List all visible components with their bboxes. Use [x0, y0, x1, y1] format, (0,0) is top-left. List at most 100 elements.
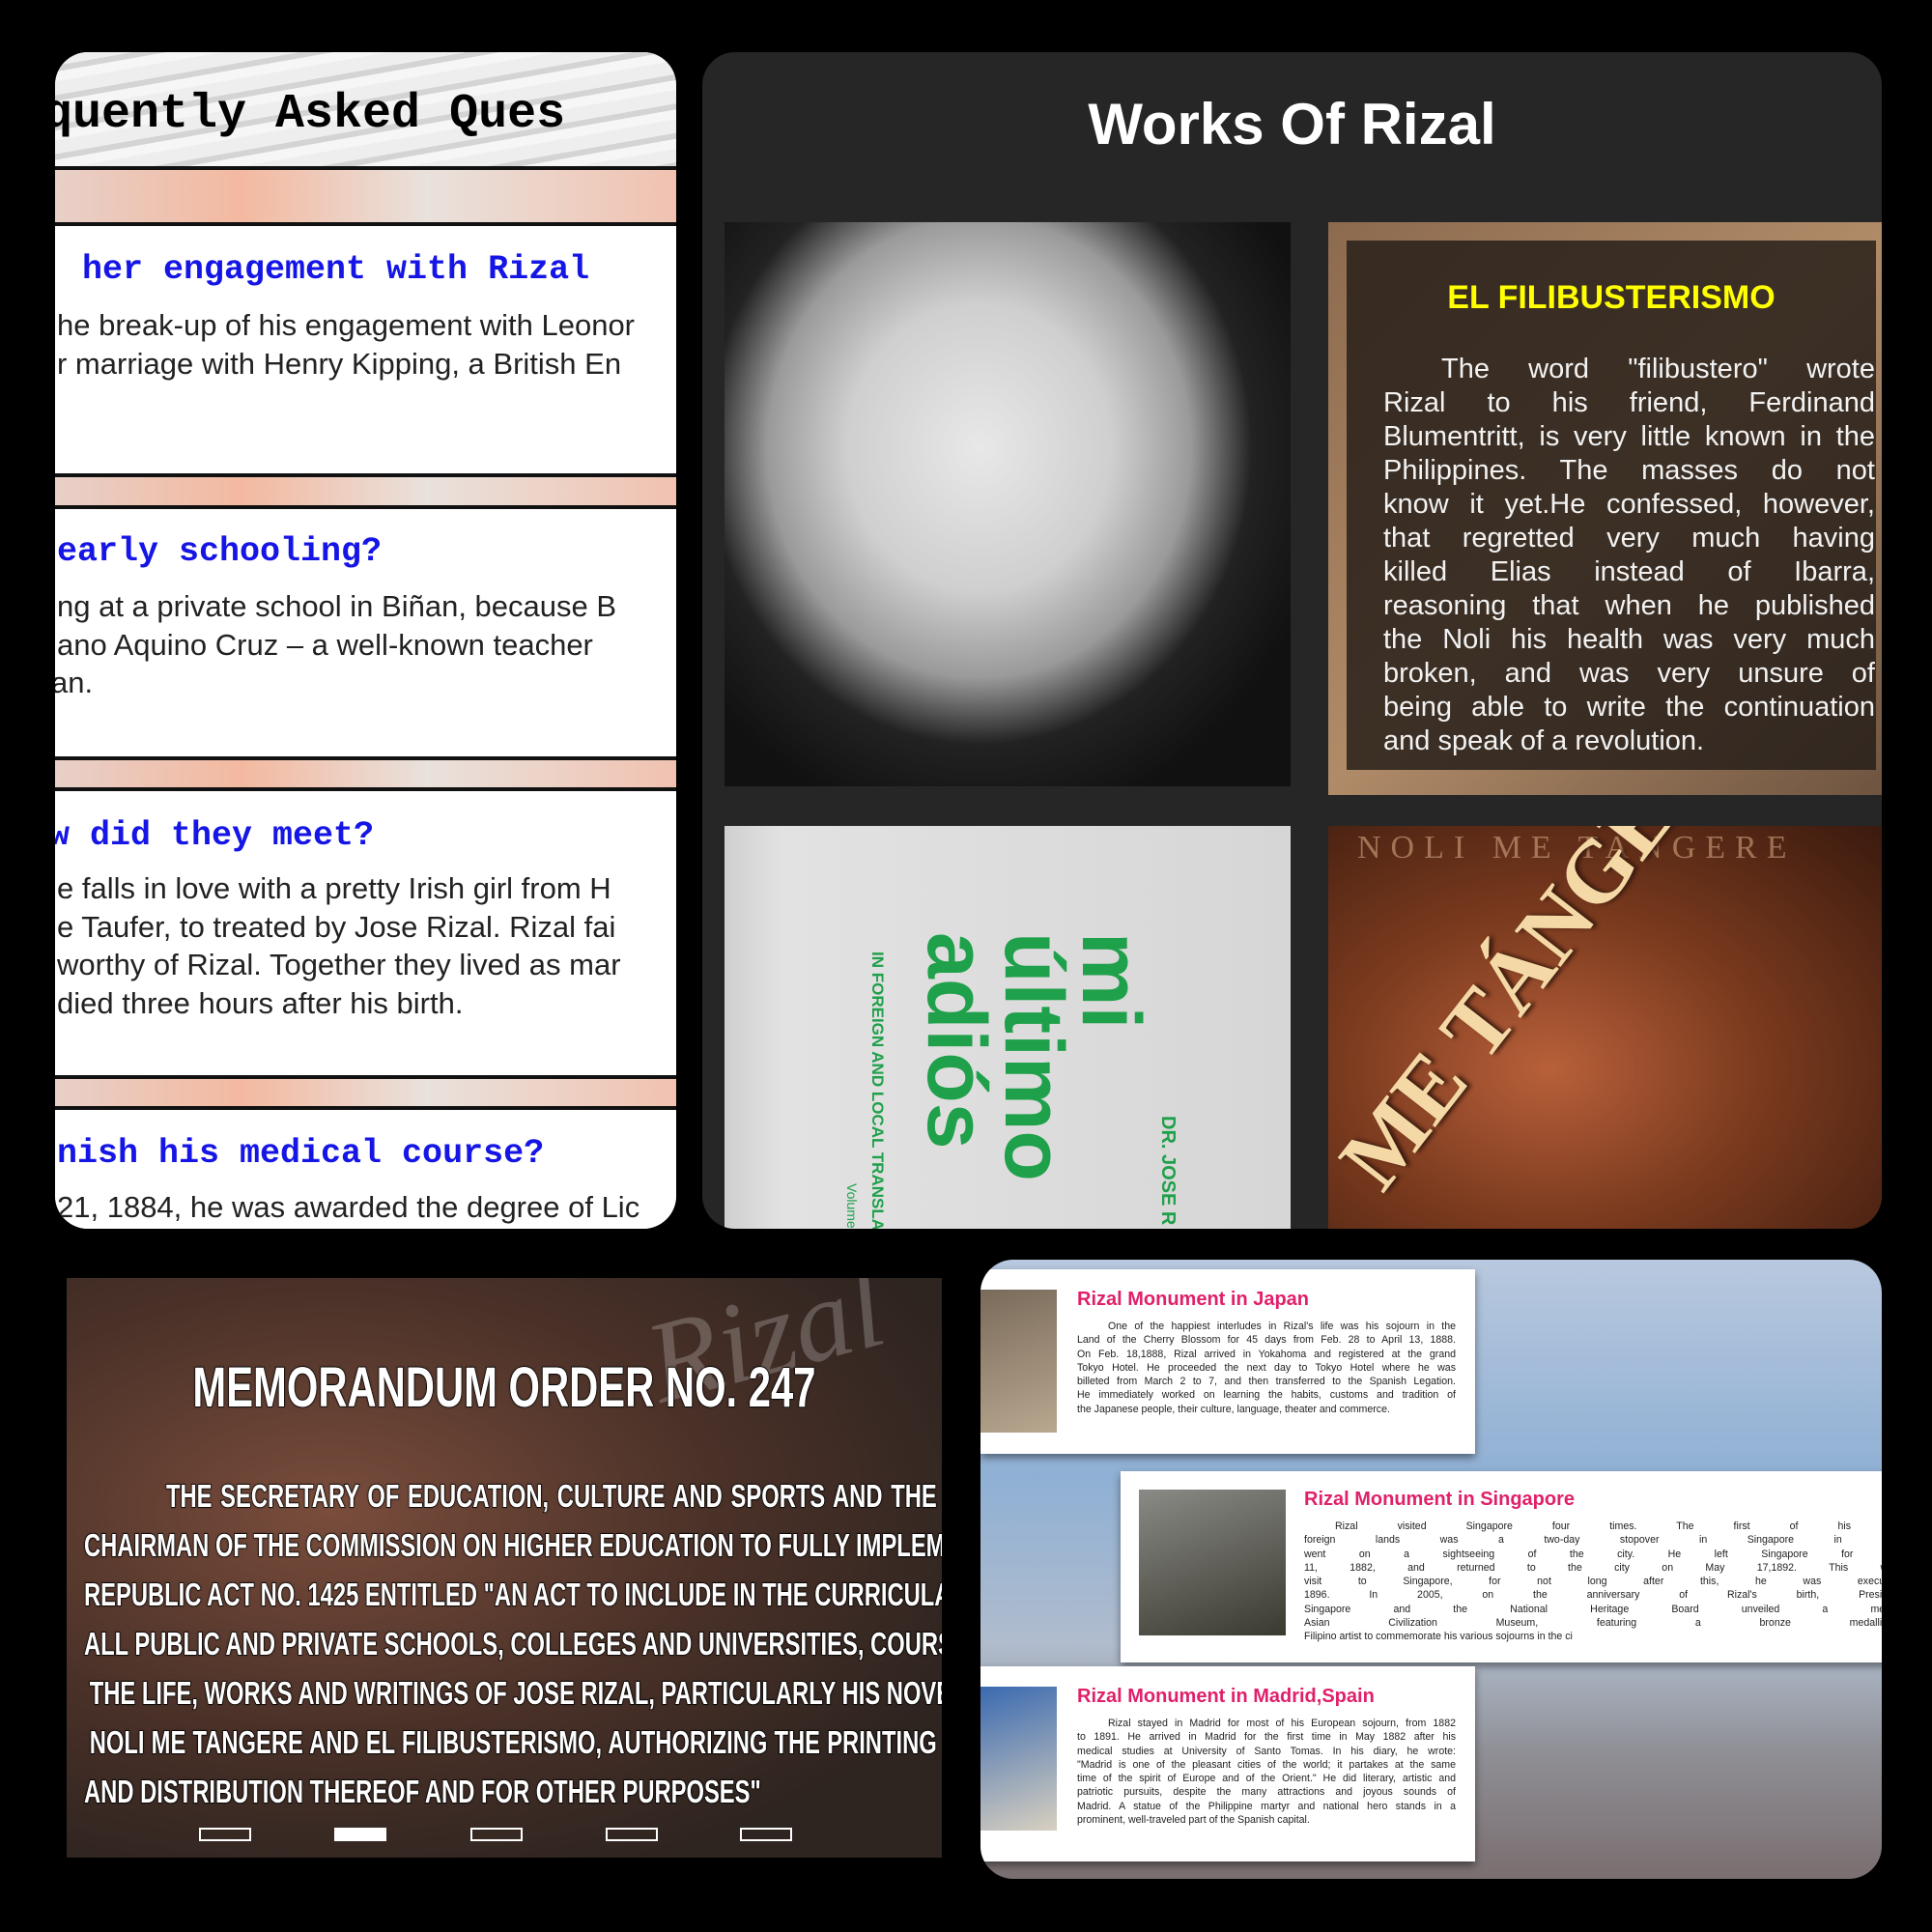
slide-indicator[interactable] — [606, 1828, 658, 1841]
text-line: On Feb. 18,1888, Rizal arrived in Yokaho… — [1077, 1348, 1456, 1360]
text-line: Asian Civilization Museum, featuring a b… — [1304, 1617, 1882, 1630]
cover-title: mi último adiós — [910, 932, 1157, 1181]
text-line: and speak of a revolution. — [1383, 725, 1705, 756]
text-line: broken, and was very unsure of — [1383, 658, 1875, 689]
text-line: killed Elias instead of Ibarra, — [1383, 556, 1875, 587]
text-line: Filipino artist to commemorate his vario… — [1304, 1631, 1573, 1643]
text-line: visit to Singapore, for not long after t… — [1304, 1576, 1882, 1588]
book-cover: NOLI ME TANGERE ME TÁNGERE — [1328, 826, 1882, 1229]
faq-answer-line: worthy of Rizal. Together they lived as … — [57, 948, 621, 981]
slide-indicator[interactable] — [199, 1828, 251, 1841]
memo-line: ALL PUBLIC AND PRIVATE SCHOOLS, COLLEGES… — [83, 1625, 942, 1662]
text-line: The word "filibustero" wrote — [1441, 354, 1875, 384]
text-line: to 1891. He arrived in Madrid for the fi… — [1077, 1731, 1456, 1744]
text-line: Singapore and the National Heritage Boar… — [1304, 1603, 1882, 1615]
faq-card: w did they meet? e falls in love with a p… — [55, 787, 676, 1079]
text-line: medical studies at University of Santo T… — [1077, 1745, 1456, 1757]
text-line: Rizal stayed in Madrid for most of his E… — [1108, 1718, 1456, 1729]
works-title: Works Of Rizal — [1088, 92, 1496, 156]
monument-image — [980, 1290, 1057, 1433]
text-line: the Noli his health was very much — [1383, 624, 1875, 655]
text-line: the Japanese people, their culture, lang… — [1077, 1403, 1390, 1415]
faq-answer-line: ano Aquino Cruz – a well-known teacher — [57, 627, 593, 662]
faq-question: her engagement with Rizal — [82, 250, 590, 289]
text-line: One of the happiest interludes in Rizal'… — [1108, 1321, 1456, 1332]
book-cover: mi último adiós IN FOREIGN AND LOCAL TRANS… — [724, 826, 1291, 1229]
faq-answer-line: an. — [55, 666, 94, 699]
text-line: prominent, well-traveled part of the Spa… — [1077, 1814, 1310, 1827]
faq-question: w did they meet? — [55, 816, 375, 855]
cover-author: DR. JOSE R — [1157, 1116, 1179, 1226]
monument-title: Rizal Monument in Japan — [1077, 1289, 1310, 1310]
memo-line: AND DISTRIBUTION THEREOF AND FOR OTHER P… — [83, 1773, 761, 1810]
text-line: 1896. In 2005, on the anniversary of Riz… — [1304, 1589, 1882, 1602]
text-line: Tokyo Hotel. He proceeded the next day t… — [1077, 1361, 1456, 1374]
slide-indicator[interactable] — [470, 1828, 523, 1841]
slide-indicator[interactable] — [740, 1828, 792, 1841]
text-line: billeted from March 2 to 7, and then tra… — [1077, 1376, 1456, 1388]
title-wrap: MEMORANDUM ORDER NO. 247 — [67, 1355, 942, 1420]
text-line: went on a sightseeing of the city. He le… — [1304, 1548, 1882, 1560]
card-body: The word "filibustero" wrote Rizal to his… — [1383, 353, 1875, 758]
text-line: foreign lands was a two-day stopover in … — [1304, 1534, 1882, 1547]
faq-answer-line: died three hours after his birth. — [57, 985, 464, 1020]
monument-card: Rizal Monument in Singapore Rizal visited… — [1121, 1471, 1882, 1662]
painting-image — [724, 222, 1291, 786]
memo-line: THE LIFE, WORKS AND WRITINGS OF JOSE RIZ… — [89, 1674, 942, 1712]
faq-panel: quently Asked Ques her engagement with R… — [55, 52, 676, 1229]
memo-line: THE SECRETARY OF EDUCATION, CULTURE AND … — [165, 1477, 937, 1515]
monument-image — [980, 1687, 1057, 1831]
memo-line: NOLI ME TANGERE AND EL FILIBUSTERISMO, A… — [89, 1723, 937, 1761]
text-line: know it yet.He confessed, however, — [1383, 489, 1875, 520]
faq-answer-line: 21, 1884, he was awarded the degree of L… — [57, 1190, 640, 1224]
text-line: being able to write the continuation — [1383, 692, 1875, 723]
text-line: "Madrid is one of the pleasant cities of… — [1077, 1758, 1456, 1771]
faq-header: quently Asked Ques — [55, 52, 676, 170]
el-filibusterismo-card: EL FILIBUSTERISMO The word "filibustero"… — [1328, 222, 1882, 795]
text-line: Rizal visited Singapore four times. The … — [1335, 1520, 1882, 1532]
text-line: reasoning that when he published — [1383, 590, 1875, 621]
text-line: patriotic pursuits, despite the many att… — [1077, 1786, 1456, 1799]
faq-answer-line: ng at a private school in Biñan, because… — [57, 589, 617, 623]
monument-image — [1139, 1490, 1286, 1635]
monument-card: Rizal Monument in Japan One of the happie… — [980, 1269, 1475, 1454]
faq-card: her engagement with Rizal he break-up of … — [55, 222, 676, 477]
faq-card: early schooling? ng at a private school i… — [55, 505, 676, 760]
faq-answer-line: e falls in love with a pretty Irish girl… — [57, 871, 611, 905]
faq-question: nish his medical course? — [57, 1134, 545, 1173]
memo-title: MEMORANDUM ORDER NO. 247 — [192, 1355, 816, 1420]
faq-answer-line: he break-up of his engagement with Leono… — [57, 308, 636, 342]
cover-header: NOLI ME TANGERE — [1357, 830, 1797, 866]
memo-body: THE SECRETARY OF EDUCATION, CULTURE AND … — [83, 1471, 942, 1816]
cover-title: ME TÁNGERE — [1328, 826, 1770, 1208]
cover-title-line: adiós — [910, 932, 1003, 1150]
works-panel: Works Of Rizal EL FILIBUSTERISMO The wor… — [702, 52, 1882, 1229]
text-line: time of the spirit of Europe and of the … — [1077, 1773, 1456, 1785]
monument-body: One of the happiest interludes in Rizal'… — [1077, 1320, 1456, 1416]
text-line: Rizal to his friend, Ferdinand — [1383, 387, 1875, 418]
faq-card: nish his medical course? 21, 1884, he was… — [55, 1106, 676, 1229]
text-line: 11, 1882, and returned to the city on Ma… — [1304, 1561, 1882, 1574]
text-line: Blumentritt, is very little known in the — [1383, 421, 1875, 452]
text-line: Madrid. A statue of the Philippine marty… — [1077, 1800, 1456, 1812]
monument-body: Rizal visited Singapore four times. The … — [1304, 1520, 1882, 1644]
text-box: EL FILIBUSTERISMO The word "filibustero"… — [1347, 241, 1876, 770]
monument-title: Rizal Monument in Madrid,Spain — [1077, 1686, 1375, 1707]
monument-title: Rizal Monument in Singapore — [1304, 1489, 1576, 1510]
cover-title-line: último — [987, 932, 1080, 1181]
cover-volume: Volume II — [844, 1183, 860, 1229]
faq-answer-line: e Taufer, to treated by Jose Rizal. Riza… — [57, 909, 616, 944]
cover-title-line: mi — [1065, 932, 1157, 1030]
slide-indicator-active[interactable] — [334, 1828, 386, 1841]
faq-answer-line: r marriage with Henry Kipping, a British… — [57, 346, 622, 381]
cover-text: mi último adiós — [910, 932, 1157, 1181]
text-line: Land of the Cherry Blossom for 45 days f… — [1077, 1334, 1456, 1347]
text-line: Philippines. The masses do not — [1383, 455, 1875, 486]
card-title: EL FILIBUSTERISMO — [1447, 279, 1776, 316]
cover-subtitle: IN FOREIGN AND LOCAL TRANSLATI — [868, 952, 887, 1229]
text-line: He immediately worked on learning the ha… — [1077, 1389, 1456, 1402]
monuments-panel: Rizal Monument in Japan One of the happie… — [980, 1260, 1882, 1879]
faq-question: early schooling? — [57, 532, 383, 571]
memorandum-slide: Rizal MEMORANDUM ORDER NO. 247 THE SECRE… — [67, 1278, 942, 1858]
